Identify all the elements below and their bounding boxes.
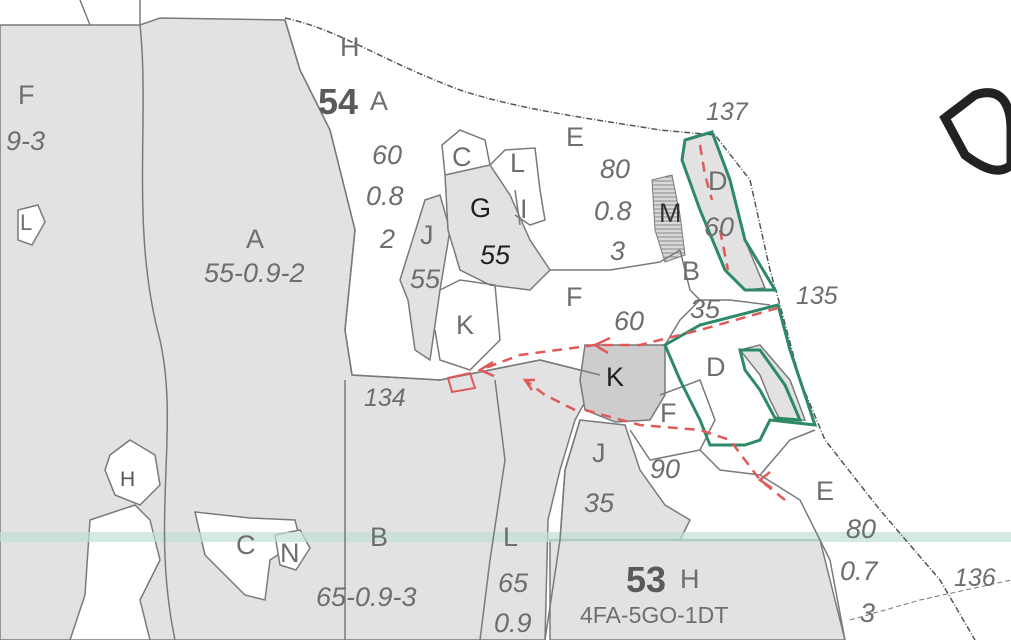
- stand-m-hatched-area: [651, 174, 686, 263]
- point-135: 135: [796, 282, 838, 310]
- stand-e-top-letter: E: [566, 122, 585, 152]
- stand-f-low-value: 90: [650, 454, 681, 484]
- corner-letter-d-shape: [939, 88, 1011, 175]
- stand-k-grey-area: [579, 344, 666, 423]
- stand-m-letter: M: [659, 198, 682, 228]
- parcel-53-composition: 4FA-5GO-1DT: [580, 602, 729, 628]
- stand-n-letter: N: [280, 538, 300, 568]
- stand-c-top-letter: C: [452, 142, 472, 172]
- stand-j-low-letter: J: [592, 438, 606, 468]
- stand-h-top-letter: H: [340, 32, 360, 62]
- parcel-54-letter: A: [370, 86, 389, 116]
- stand-g-value: 55: [480, 240, 511, 270]
- stand-d-mid-letter: D: [706, 352, 726, 382]
- stand-e-bottom-value-3: 3: [860, 598, 876, 628]
- stand-f-mid-letter: F: [566, 282, 583, 312]
- stand-a-spec: 55-0.9-2: [204, 258, 305, 288]
- stand-l-top-letter: L: [510, 148, 526, 178]
- stand-f-mid-value: 60: [614, 306, 645, 336]
- horizontal-band: [0, 532, 1011, 542]
- stand-l-left-letter: L: [20, 210, 33, 235]
- stand-l-bottom-letter: L: [503, 522, 519, 552]
- point-134: 134: [364, 384, 406, 412]
- stand-c-bottom-letter: C: [236, 530, 256, 560]
- clearing-h-small: [104, 439, 161, 506]
- lower-right-boundary: [849, 579, 1011, 621]
- point-136: 136: [954, 564, 996, 592]
- stand-j-top-value: 55: [410, 264, 441, 294]
- stand-a54-value-3: 2: [380, 224, 396, 254]
- stand-f-low-letter: F: [660, 398, 677, 428]
- stand-boundaries: [79, 0, 846, 640]
- stand-a-letter: A: [246, 224, 265, 254]
- stand-e-bottom-letter: E: [816, 476, 835, 506]
- green-outlines: [663, 130, 818, 447]
- parcel-53-number: 53: [626, 559, 667, 600]
- stand-g-area: [444, 164, 551, 291]
- parcel-54-number: 54: [318, 81, 359, 122]
- stand-b-right-value: 35: [690, 294, 721, 324]
- stand-b-bottom-letter: B: [370, 522, 389, 552]
- clearing-l-left: [17, 204, 46, 246]
- stand-k-top-letter: K: [456, 310, 475, 340]
- stand-f-left-spec: 9-3: [6, 126, 46, 156]
- stand-a54-value-2: 0.8: [366, 181, 404, 211]
- parcel-53-letter: H: [680, 564, 700, 594]
- stand-j-top-area: [399, 194, 451, 362]
- stand-i-letter: I: [520, 194, 528, 224]
- stand-j-low-value: 35: [584, 488, 615, 518]
- red-hatched-marker: [446, 371, 477, 394]
- stand-d-top-value: 60: [704, 212, 735, 242]
- stand-j-top-letter: J: [420, 220, 434, 250]
- stand-h-small-letter: H: [120, 468, 136, 491]
- stand-a54-value-1: 60: [372, 140, 403, 170]
- stand-b-bottom-spec: 65-0.9-3: [316, 582, 417, 612]
- stand-e-top-value-2: 0.8: [594, 196, 632, 226]
- stand-g-letter: G: [470, 193, 492, 223]
- outer-boundary: [284, 17, 976, 640]
- stand-e-bottom-value-2: 0.7: [840, 556, 878, 586]
- stand-e-top-value-1: 80: [600, 154, 631, 184]
- stand-e-bottom-value-1: 80: [846, 514, 877, 544]
- stand-k-grey-letter: K: [606, 362, 625, 392]
- stand-f-left-letter: F: [18, 80, 35, 110]
- stand-b-right-letter: B: [682, 256, 701, 286]
- stand-l-bottom-value-2: 0.9: [494, 608, 532, 638]
- point-137: 137: [706, 98, 748, 126]
- red-arrowheads: [477, 336, 773, 490]
- stand-d-top-letter: D: [708, 166, 728, 196]
- stand-l-bottom-value-1: 65: [498, 568, 529, 598]
- stand-e-top-value-3: 3: [610, 236, 626, 266]
